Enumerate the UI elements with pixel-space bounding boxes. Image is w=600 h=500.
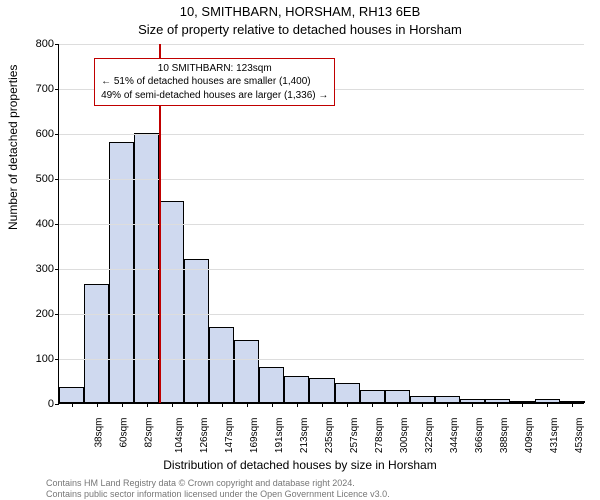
chart-title-main: 10, SMITHBARN, HORSHAM, RH13 6EB [0,4,600,19]
ytick-label: 200 [36,308,54,320]
xtick-label: 322sqm [424,418,435,454]
histogram-bar [284,376,309,403]
histogram-bar [234,340,259,403]
ytick-mark [55,404,59,405]
annotation-box: 10 SMITHBARN: 123sqm← 51% of detached ho… [94,58,335,107]
gridline [59,179,584,180]
histogram-bar [109,142,134,403]
gridline [59,314,584,315]
xtick-mark [547,403,548,407]
gridline [59,134,584,135]
histogram-bar [410,396,435,403]
histogram-bar [385,390,410,404]
xtick-mark [322,403,323,407]
xtick-mark [97,403,98,407]
xtick-mark [422,403,423,407]
ytick-mark [55,314,59,315]
xtick-mark [147,403,148,407]
annotation-line-2: ← 51% of detached houses are smaller (1,… [101,75,328,89]
ytick-label: 400 [36,218,54,230]
ytick-label: 300 [36,263,54,275]
gridline [59,44,584,45]
xtick-mark [222,403,223,407]
xtick-mark [472,403,473,407]
xtick-label: 213sqm [299,418,310,454]
histogram-bar [360,390,385,404]
y-axis-label: Number of detached properties [6,65,20,230]
histogram-bar [159,201,184,404]
xtick-label: 191sqm [274,418,285,454]
xtick-mark [347,403,348,407]
xtick-mark [122,403,123,407]
ytick-mark [55,224,59,225]
xtick-label: 82sqm [143,418,154,448]
xtick-mark [372,403,373,407]
credit-line-1: Contains HM Land Registry data © Crown c… [46,478,355,488]
xtick-label: 235sqm [324,418,335,454]
xtick-label: 388sqm [499,418,510,454]
xtick-label: 344sqm [449,418,460,454]
xtick-label: 104sqm [174,418,185,454]
histogram-bar [259,367,284,403]
chart-container: 10, SMITHBARN, HORSHAM, RH13 6EB Size of… [0,0,600,500]
xtick-label: 126sqm [199,418,210,454]
xtick-label: 257sqm [349,418,360,454]
ytick-mark [55,134,59,135]
gridline [59,224,584,225]
ytick-mark [55,44,59,45]
xtick-label: 147sqm [224,418,235,454]
xtick-mark [497,403,498,407]
xtick-label: 453sqm [575,418,586,454]
xtick-label: 278sqm [374,418,385,454]
chart-title-sub: Size of property relative to detached ho… [0,22,600,37]
ytick-label: 0 [48,398,54,410]
xtick-label: 300sqm [399,418,410,454]
xtick-mark [297,403,298,407]
xtick-label: 431sqm [549,418,560,454]
xtick-label: 169sqm [249,418,260,454]
xtick-label: 409sqm [524,418,535,454]
ytick-mark [55,269,59,270]
ytick-mark [55,359,59,360]
gridline [59,359,584,360]
plot-area: 010020030040050060070080038sqm60sqm82sqm… [58,44,584,404]
histogram-bar [184,259,209,403]
xtick-mark [522,403,523,407]
ytick-label: 600 [36,128,54,140]
xtick-mark [247,403,248,407]
histogram-bar [335,383,360,403]
credit-line-2: Contains public sector information licen… [46,489,390,499]
xtick-mark [197,403,198,407]
xtick-mark [572,403,573,407]
histogram-bar [84,284,109,403]
xtick-mark [272,403,273,407]
histogram-bar [309,378,334,403]
xtick-label: 366sqm [474,418,485,454]
xtick-label: 38sqm [93,418,104,448]
annotation-line-1: 10 SMITHBARN: 123sqm [101,62,328,76]
xtick-mark [172,403,173,407]
ytick-label: 100 [36,353,54,365]
xtick-mark [72,403,73,407]
xtick-mark [447,403,448,407]
histogram-bar [59,387,84,403]
xtick-label: 60sqm [118,418,129,448]
histogram-bar [435,396,460,403]
xtick-mark [397,403,398,407]
histogram-bar [209,327,234,404]
ytick-label: 700 [36,83,54,95]
ytick-mark [55,89,59,90]
histogram-bar [134,133,159,403]
gridline [59,269,584,270]
ytick-mark [55,179,59,180]
ytick-label: 800 [36,38,54,50]
x-axis-label: Distribution of detached houses by size … [0,458,600,472]
ytick-label: 500 [36,173,54,185]
annotation-line-3: 49% of semi-detached houses are larger (… [101,89,328,103]
